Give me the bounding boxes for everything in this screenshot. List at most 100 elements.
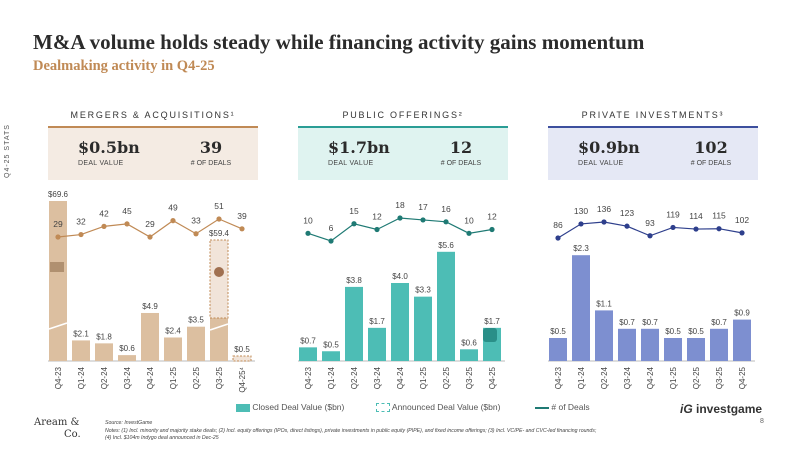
legend-announced-label: Announced Deal Value ($bn) [391, 402, 501, 412]
bar-closed [437, 251, 455, 361]
bar-value-label: $0.7 [711, 318, 727, 327]
bar-closed [641, 328, 659, 361]
deals-point [489, 226, 495, 233]
announced-swatch-icon [376, 403, 390, 413]
brand-line1: Aream & [34, 417, 80, 428]
deal-count-label: 12 [372, 212, 382, 222]
legend-announced: Announced Deal Value ($bn) [376, 402, 501, 413]
bar-closed [595, 310, 613, 361]
x-tick-label: Q4-24 [396, 366, 405, 389]
deal-count-label: 15 [349, 206, 359, 216]
deal-count-label: 114 [689, 211, 703, 221]
axis-break-icon [48, 322, 68, 330]
deal-value: $0.5bn [78, 138, 140, 157]
deals-point [670, 224, 676, 231]
bar-closed [95, 343, 113, 361]
bar-closed [72, 340, 90, 361]
deal-value-label: DEAL VALUE [78, 160, 124, 167]
x-tick-label: Q1-24 [77, 366, 86, 389]
bar-value-label: $3.5 [188, 316, 204, 325]
bar-closed [460, 349, 478, 361]
page-number: 8 [760, 418, 764, 425]
deals-point [716, 226, 722, 232]
deal-count: 12 [449, 138, 473, 157]
deals-point [239, 226, 245, 232]
bar-closed [187, 326, 205, 361]
bar-value-label: $4.9 [142, 302, 158, 311]
deals-point [305, 230, 311, 236]
bar-value-label: $3.3 [415, 286, 431, 295]
bar-value-label: $2.3 [573, 244, 589, 253]
bar-value-label: $59.4 [209, 229, 230, 238]
notes-text-2: (4) Incl. $104m Indygo deal announced in… [105, 435, 219, 441]
deals-point [216, 216, 222, 222]
bar-value-label: $4.0 [392, 272, 408, 281]
deals-point [147, 234, 153, 240]
bar-value-label: $69.6 [48, 190, 69, 199]
aream-logo: Aream & Co. [34, 417, 81, 441]
deal-count-label: 17 [418, 202, 428, 212]
x-tick-label: Q4-25 [738, 366, 747, 389]
deals-point [624, 223, 630, 229]
bar-closed [322, 351, 340, 361]
x-tick-label: Q4-23 [54, 366, 63, 389]
deals-point [397, 215, 403, 221]
bar-closed [164, 337, 182, 361]
deal-count-label: # OF DEALS [190, 160, 232, 167]
deals-point [647, 233, 653, 239]
deal-count-label: 123 [620, 208, 634, 218]
bar-value-label: $0.5 [550, 327, 566, 336]
deal-count-label: # OF DEALS [690, 160, 732, 167]
deals-point [601, 219, 607, 225]
deals-point [555, 235, 561, 241]
deals-point [193, 231, 199, 237]
deals-point [170, 218, 176, 224]
bar-closed [710, 328, 728, 361]
deal-count-label: 51 [214, 201, 224, 211]
bar-announced [209, 239, 229, 319]
ig-mark: iG [680, 402, 693, 416]
x-tick-label: Q3-24 [373, 366, 382, 389]
company-logo-icon [483, 328, 497, 342]
deal-count-label: 49 [168, 203, 178, 213]
bar-value-label: $0.6 [461, 338, 477, 347]
section-heading-ma: MERGERS & ACQUISITIONS¹ [70, 110, 236, 120]
x-tick-label: Q1-24 [327, 366, 336, 389]
bar-closed [299, 347, 317, 361]
footnotes: Source: InvestGame Notes: (1) Incl. mino… [105, 420, 745, 443]
x-tick-label: Q3-24 [623, 366, 632, 389]
deals-point [101, 223, 107, 229]
bar-value-label: $0.5 [665, 327, 681, 336]
legend-deals: # of Deals [535, 402, 590, 412]
bar-closed [345, 286, 363, 361]
bar-value-label: $1.1 [596, 299, 612, 308]
bar-closed [141, 312, 159, 361]
notes-text: Notes: (1) Incl. minority and majority s… [105, 427, 597, 434]
bar-value-label: $0.5 [234, 345, 250, 354]
section-heading-pi: PRIVATE INVESTMENTS³ [581, 110, 725, 120]
deal-count-label: 39 [237, 211, 247, 221]
deal-count-label: 130 [574, 206, 588, 216]
deal-count-label: 102 [735, 215, 749, 225]
deals-point [78, 231, 84, 238]
deal-value-label: DEAL VALUE [578, 160, 624, 167]
deal-count-label: 45 [122, 206, 132, 216]
bar-value-label: $1.7 [484, 317, 500, 326]
bar-value-label: $0.5 [688, 327, 704, 336]
deals-point [466, 230, 472, 236]
deal-count-label: 12 [487, 212, 497, 222]
bar-value-label: $1.7 [369, 317, 385, 326]
x-tick-label: Q4-24 [146, 366, 155, 389]
page-subtitle: Dealmaking activity in Q4-25 [33, 58, 215, 74]
section-heading-po: PUBLIC OFFERINGS² [342, 110, 464, 120]
company-logo-icon [50, 262, 64, 272]
deal-count: 39 [199, 138, 223, 157]
deal-count-label: 32 [76, 217, 86, 227]
stats-box-pi: $0.9bn DEAL VALUE 102 # OF DEALS [548, 126, 758, 180]
bar-value-label: $3.8 [346, 276, 362, 285]
page-title: M&A volume holds steady while financing … [33, 30, 645, 54]
bar-value-label: $0.9 [734, 309, 750, 318]
x-tick-label: Q3-25 [215, 366, 224, 389]
deal-count-label: 10 [464, 215, 474, 225]
